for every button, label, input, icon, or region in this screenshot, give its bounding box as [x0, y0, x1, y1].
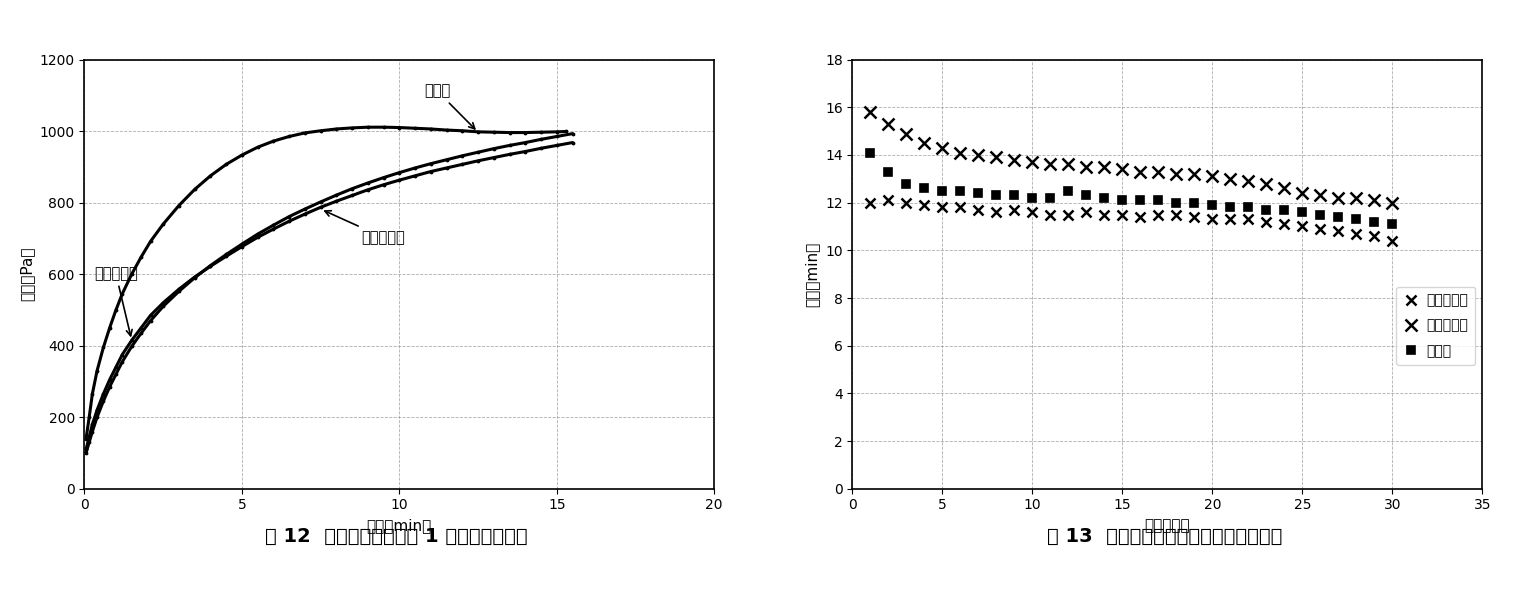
X-axis label: 时间（min）: 时间（min） [367, 518, 432, 533]
Y-axis label: 阻力（Pa）: 阻力（Pa） [18, 247, 34, 302]
Legend: 常规针刺毁, 熟噴表层毁, 覆膜毁: 常规针刺毁, 熟噴表层毁, 覆膜毁 [1396, 287, 1475, 365]
Y-axis label: 时间（min）: 时间（min） [805, 241, 819, 307]
Text: 覆膜毁: 覆膜毁 [424, 83, 475, 129]
Text: 图 12  稳定过滤过程中第 1 个周期阻力曲线: 图 12 稳定过滤过程中第 1 个周期阻力曲线 [266, 527, 527, 546]
Text: 熟噴表层毁: 熟噴表层毁 [326, 211, 406, 245]
Text: 常规针刺毁: 常规针刺毁 [94, 266, 138, 336]
X-axis label: 周期（次）: 周期（次） [1144, 518, 1190, 533]
Text: 图 13  稳定过滤中各周期的所用时间曲线: 图 13 稳定过滤中各周期的所用时间曲线 [1046, 527, 1283, 546]
